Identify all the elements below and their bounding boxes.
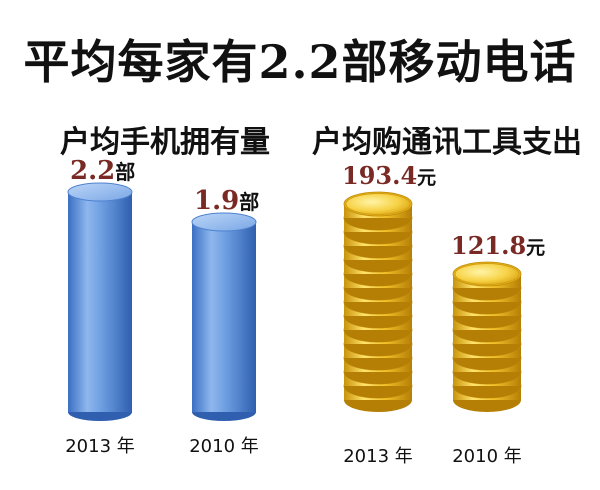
data-label-phones-2010: 1.9部: [194, 186, 259, 216]
x-tick-label-spending-2013: 2013 年: [343, 446, 413, 467]
data-label-phones-2013: 2.2部: [70, 156, 135, 186]
chart-title-spending: 户均购通讯工具支出: [312, 125, 582, 160]
data-label-spending-2010: 121.8元: [451, 231, 545, 260]
bar-spending-2010: [452, 261, 522, 412]
chart-title-phones: 户均手机拥有量: [60, 125, 270, 160]
bar-spending-2013: [343, 191, 413, 412]
x-tick-label-phones-2013: 2013 年: [65, 436, 135, 457]
x-tick-label-phones-2010: 2010 年: [189, 436, 259, 457]
bar-phones-2010: [191, 212, 257, 421]
bar-phones-2013: [67, 182, 133, 421]
page-title: 平均每家有2.2部移动电话: [23, 35, 577, 89]
x-tick-label-spending-2010: 2010 年: [452, 446, 522, 467]
data-label-spending-2013: 193.4元: [342, 161, 436, 190]
